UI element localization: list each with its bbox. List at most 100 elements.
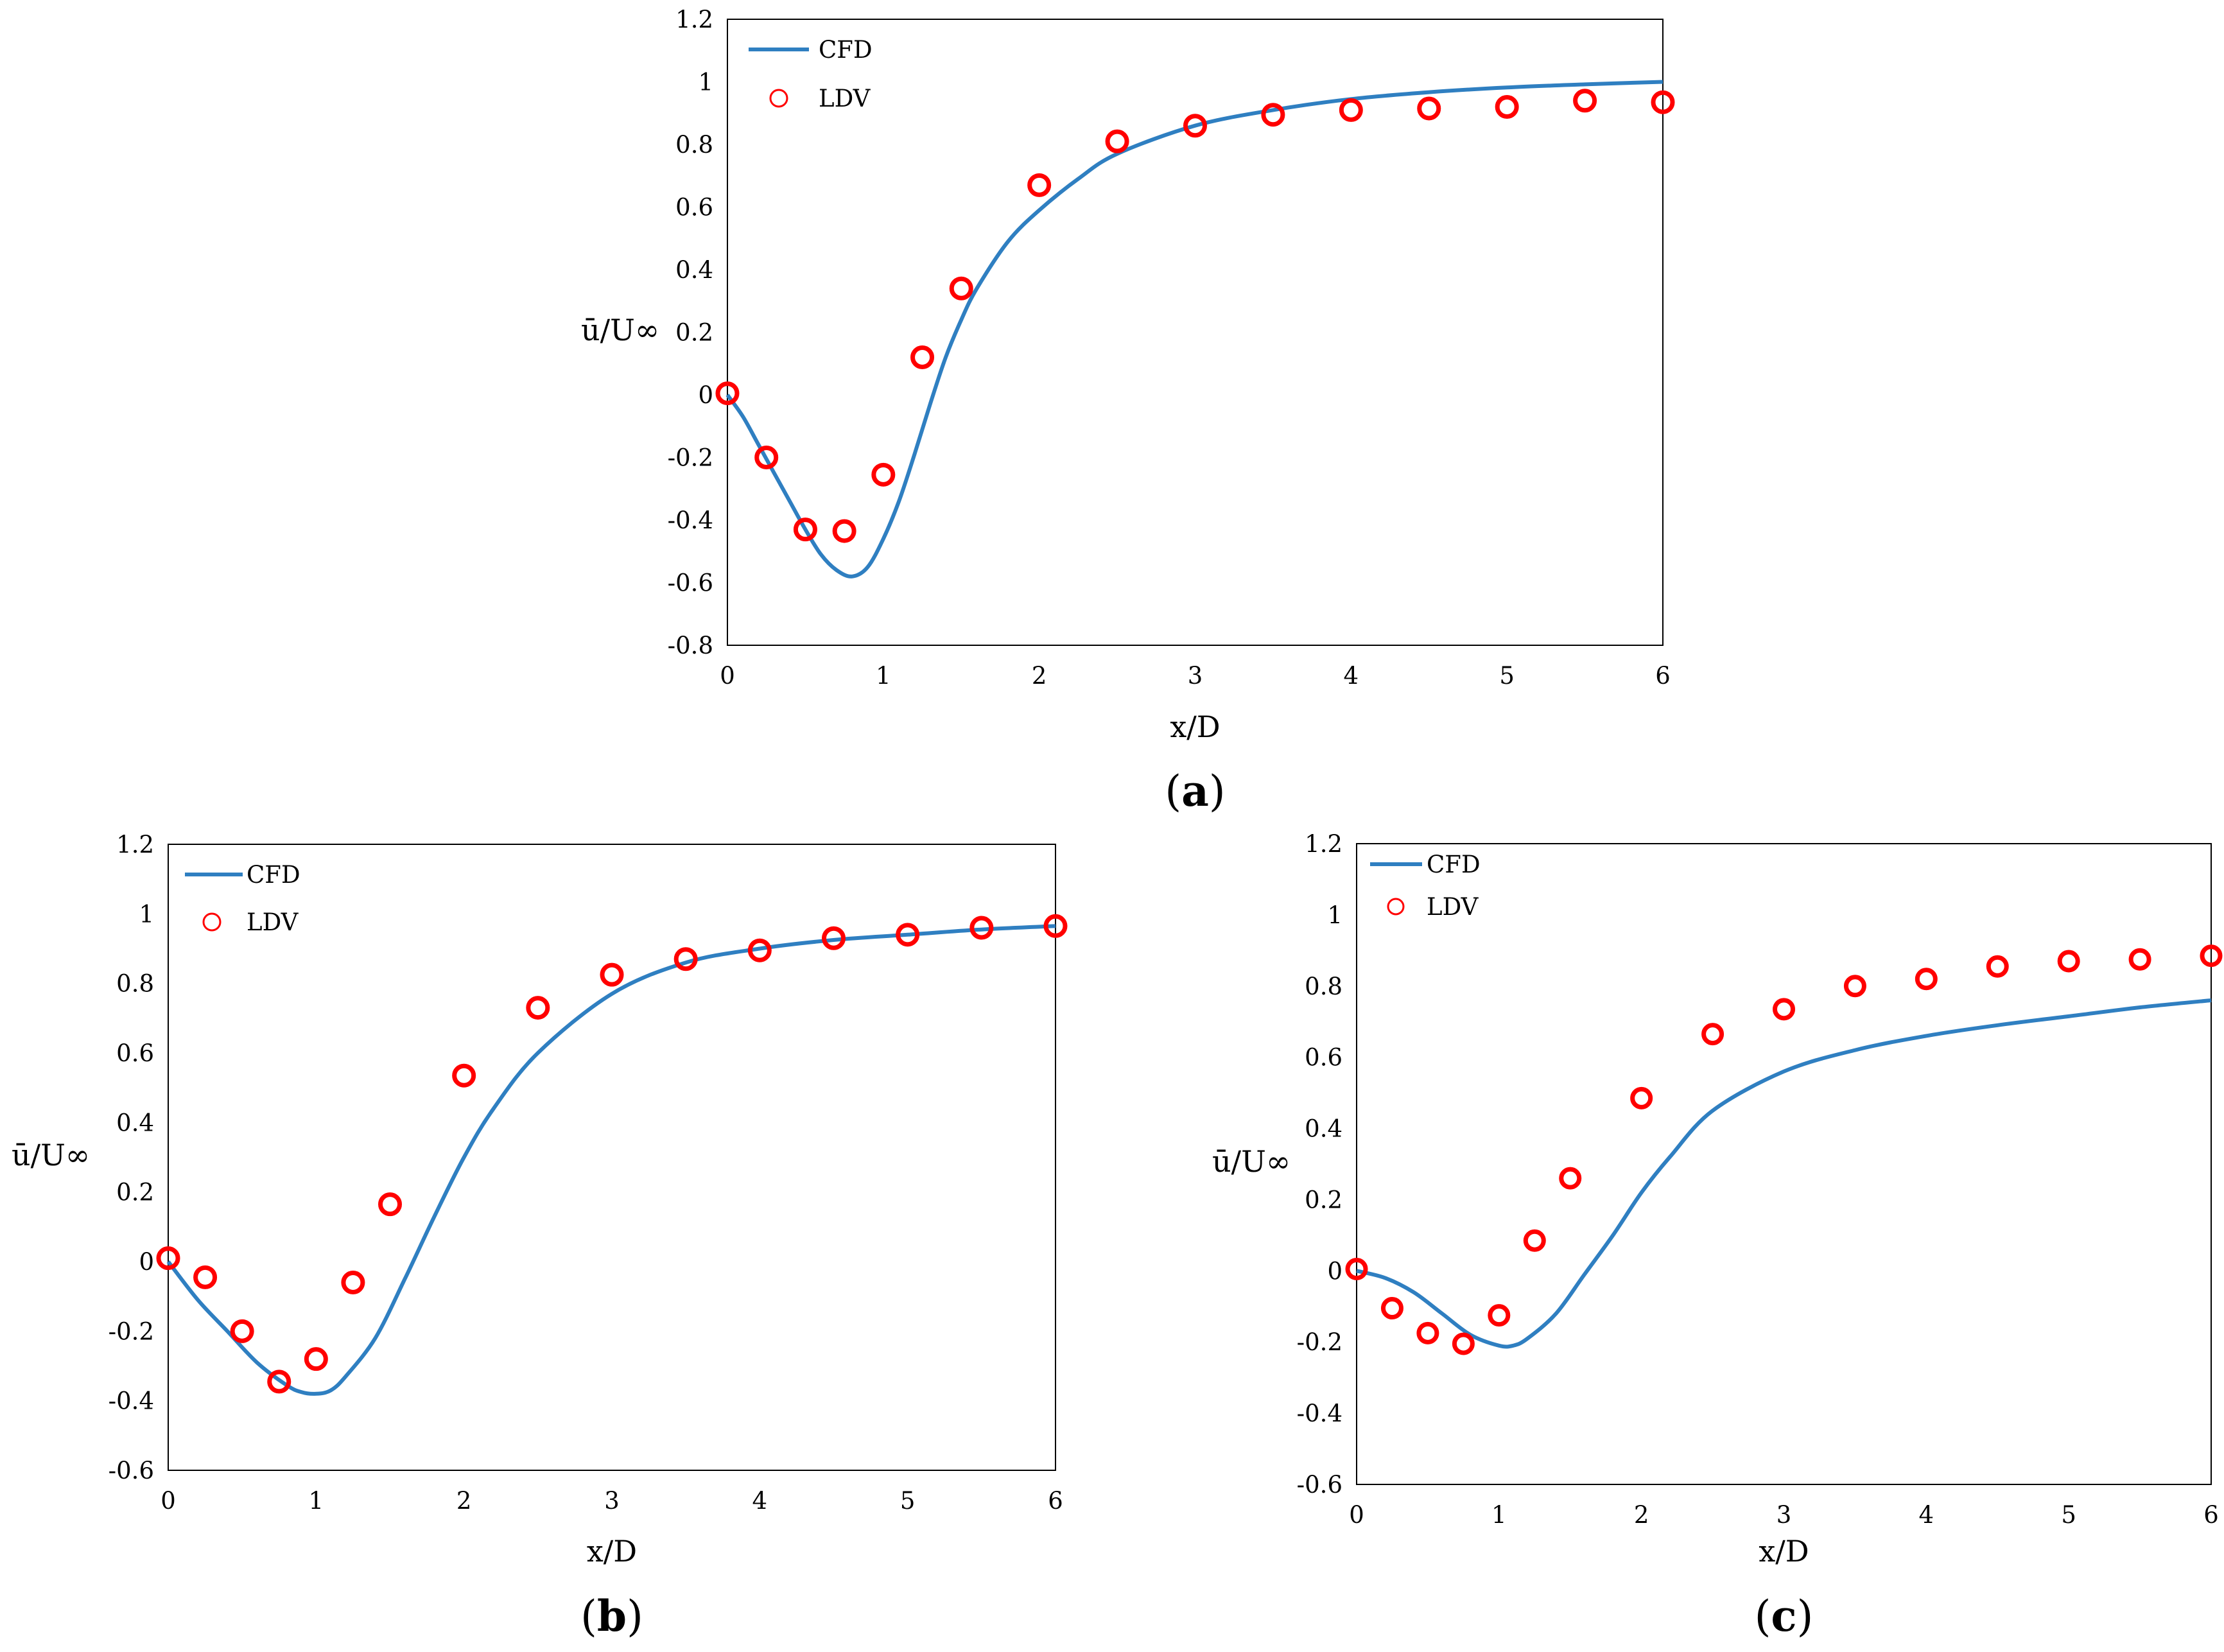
x-axis-label: x/D <box>1170 709 1220 744</box>
x-tick-label: 4 <box>752 1487 768 1515</box>
chart-c: -0.6 -0.4 -0.2 0 0.2 0.4 0.6 0.8 1 1.2 0 1 2 3 4 5 6 x/D ū… <box>1212 830 2223 1641</box>
ldv-point <box>304 1347 328 1371</box>
x-tick-label: 2 <box>1634 1501 1649 1529</box>
x-tick-label: 3 <box>604 1487 620 1515</box>
ldv-point <box>1452 1332 1475 1355</box>
panel-paren-close: ) <box>627 1592 643 1641</box>
ldv-point <box>452 1063 476 1088</box>
ldv-point <box>832 519 856 543</box>
panel-paren-close: ) <box>1797 1592 1814 1641</box>
ldv-point <box>1495 95 1519 119</box>
y-tick-label: 1 <box>139 900 154 928</box>
ldv-point <box>871 462 896 487</box>
plot-frame <box>168 844 1056 1471</box>
panel-letter: c <box>1771 1591 1796 1641</box>
ldv-point <box>715 381 740 406</box>
x-tick-label: 1 <box>876 662 891 690</box>
x-axis-label: x/D <box>587 1534 637 1569</box>
y-tick-label: 0.2 <box>1305 1186 1342 1213</box>
y-tick-label: -0.6 <box>1297 1471 1342 1499</box>
chart-b: -0.6 -0.4 -0.2 0 0.2 0.4 0.6 0.8 1 1.2 0 1 2 3 4 5 6 x/D ū… <box>12 831 1068 1641</box>
y-tick-label: -0.4 <box>668 507 713 534</box>
ldv-point <box>910 345 935 369</box>
ldv-point <box>1261 103 1285 127</box>
x-tick-label: 3 <box>1777 1501 1792 1529</box>
ldv-point <box>896 923 920 947</box>
y-tick-label: 1 <box>698 69 713 96</box>
ldv-point <box>1559 1167 1582 1190</box>
y-tick-label: 0.8 <box>1305 973 1342 1000</box>
ldv-point <box>1701 1023 1724 1046</box>
ldv-point <box>1523 1229 1546 1252</box>
y-axis-label: ū/U∞ <box>581 313 659 347</box>
ldv-point <box>2128 948 2151 971</box>
ldv-point <box>2057 950 2080 973</box>
panel-paren-open: ( <box>1755 1592 1771 1641</box>
y-tick-label: -0.6 <box>668 570 713 597</box>
y-tick-label: -0.4 <box>109 1387 154 1415</box>
y-tick-label: 1.2 <box>1305 830 1342 858</box>
y-tick-label: 1 <box>1327 901 1342 929</box>
y-tick-label: 0.6 <box>116 1039 154 1067</box>
x-tick-label: 1 <box>309 1487 324 1515</box>
panel-paren-open: ( <box>1165 767 1181 816</box>
ldv-point <box>230 1319 254 1343</box>
ldv-point <box>969 916 994 940</box>
y-axis-label: ū/U∞ <box>1212 1144 1290 1179</box>
ldv-point <box>949 276 973 300</box>
x-tick-label: 6 <box>1655 662 1671 690</box>
ldv-point <box>754 446 779 469</box>
ldv-point <box>747 938 772 962</box>
ldv-point <box>1183 114 1207 138</box>
panel-label: (b) <box>580 1591 643 1641</box>
plot-frame <box>1356 843 2212 1485</box>
y-tick-label: 0.4 <box>1305 1115 1342 1143</box>
x-tick-label: 3 <box>1188 662 1203 690</box>
y-tick-label: 1.2 <box>675 6 713 33</box>
y-tick-label: -0.8 <box>668 632 713 659</box>
ldv-point <box>1773 998 1795 1021</box>
x-tick-label: 2 <box>1032 662 1047 690</box>
ldv-point <box>1573 89 1597 113</box>
ldv-point <box>1417 96 1441 121</box>
panel-letter: b <box>597 1591 627 1641</box>
ldv-point <box>1345 1258 1368 1281</box>
y-tick-label: 0.4 <box>116 1109 154 1136</box>
y-tick-label: 0.6 <box>675 194 713 222</box>
y-tick-label: 0 <box>698 381 713 409</box>
series-cfd-line <box>1356 998 2212 1349</box>
ldv-point <box>1416 1321 1439 1344</box>
x-tick-label: 2 <box>456 1487 472 1515</box>
legend-ldv-swatch <box>769 89 788 108</box>
x-axis-label: x/D <box>1759 1534 1809 1569</box>
ldv-point <box>793 517 817 542</box>
ldv-point <box>1630 1086 1653 1109</box>
ldv-point <box>1043 914 1068 938</box>
y-axis-label: ū/U∞ <box>12 1138 90 1172</box>
legend-ldv-label: LDV <box>819 85 871 112</box>
series-cfd-line <box>166 924 1056 1396</box>
ldv-point <box>673 947 698 971</box>
panel-label: (a) <box>1165 766 1225 816</box>
ldv-point <box>1843 975 1866 998</box>
chart-a: -0.8 -0.6 -0.4 -0.2 0 0.2 0.4 0.6 0.8 1 1.2 0 1 2 3 4 5 6… <box>581 6 1675 816</box>
ldv-point <box>1380 1297 1403 1320</box>
legend-ldv-label: LDV <box>1427 893 1479 921</box>
ldv-point <box>1986 955 2009 978</box>
legend-ldv-swatch <box>202 912 222 932</box>
x-tick-label: 4 <box>1919 1501 1934 1529</box>
y-tick-label: -0.4 <box>1297 1400 1342 1427</box>
ldv-point <box>1339 98 1363 122</box>
ldv-point <box>156 1246 180 1271</box>
ldv-point <box>2200 944 2223 968</box>
x-tick-label: 4 <box>1344 662 1359 690</box>
y-tick-label: 0.6 <box>1305 1044 1342 1072</box>
x-tick-label: 1 <box>1491 1501 1507 1529</box>
ldv-point <box>822 926 846 950</box>
y-tick-label: 0.8 <box>116 970 154 998</box>
y-tick-label: -0.6 <box>109 1457 154 1484</box>
y-tick-label: 0 <box>1327 1257 1342 1285</box>
y-tick-label: -0.2 <box>1297 1328 1342 1356</box>
plot-frame <box>727 19 1664 646</box>
